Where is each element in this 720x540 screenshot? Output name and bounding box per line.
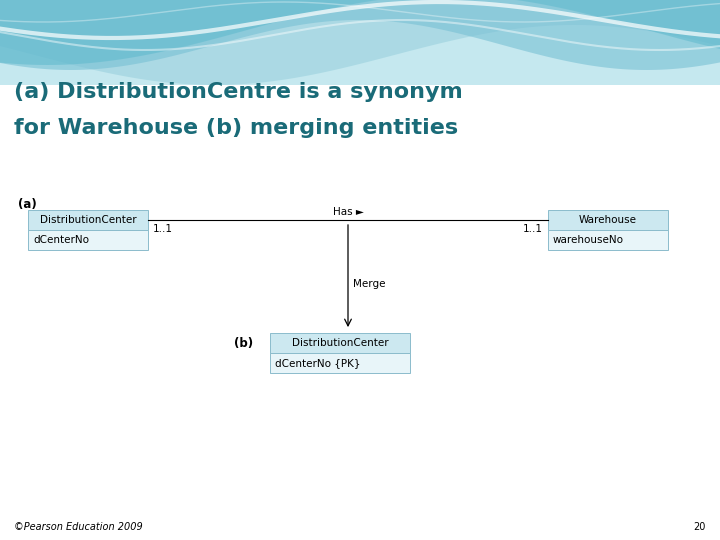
Polygon shape <box>0 0 720 85</box>
Text: dCenterNo: dCenterNo <box>33 235 89 245</box>
Text: Has ►: Has ► <box>333 207 364 217</box>
Bar <box>270 333 410 353</box>
Bar <box>548 230 668 250</box>
Text: Warehouse: Warehouse <box>579 215 637 225</box>
Text: ©Pearson Education 2009: ©Pearson Education 2009 <box>14 522 143 532</box>
Text: (a) DistributionCentre is a synonym: (a) DistributionCentre is a synonym <box>14 82 463 102</box>
Text: 1..1: 1..1 <box>523 224 543 234</box>
Text: Merge: Merge <box>353 279 385 289</box>
Polygon shape <box>0 0 720 85</box>
Bar <box>28 210 148 230</box>
Text: (b): (b) <box>235 336 253 349</box>
Bar <box>28 230 148 250</box>
Text: 20: 20 <box>693 522 706 532</box>
Bar <box>270 353 410 373</box>
Polygon shape <box>0 0 720 65</box>
Text: 1..1: 1..1 <box>153 224 173 234</box>
Bar <box>548 210 668 230</box>
Text: dCenterNo {PK}: dCenterNo {PK} <box>275 358 361 368</box>
Text: for Warehouse (b) merging entities: for Warehouse (b) merging entities <box>14 118 458 138</box>
Text: (a): (a) <box>18 198 37 211</box>
Text: DistributionCenter: DistributionCenter <box>292 338 388 348</box>
Text: DistributionCenter: DistributionCenter <box>40 215 136 225</box>
Text: warehouseNo: warehouseNo <box>553 235 624 245</box>
Polygon shape <box>0 0 720 70</box>
